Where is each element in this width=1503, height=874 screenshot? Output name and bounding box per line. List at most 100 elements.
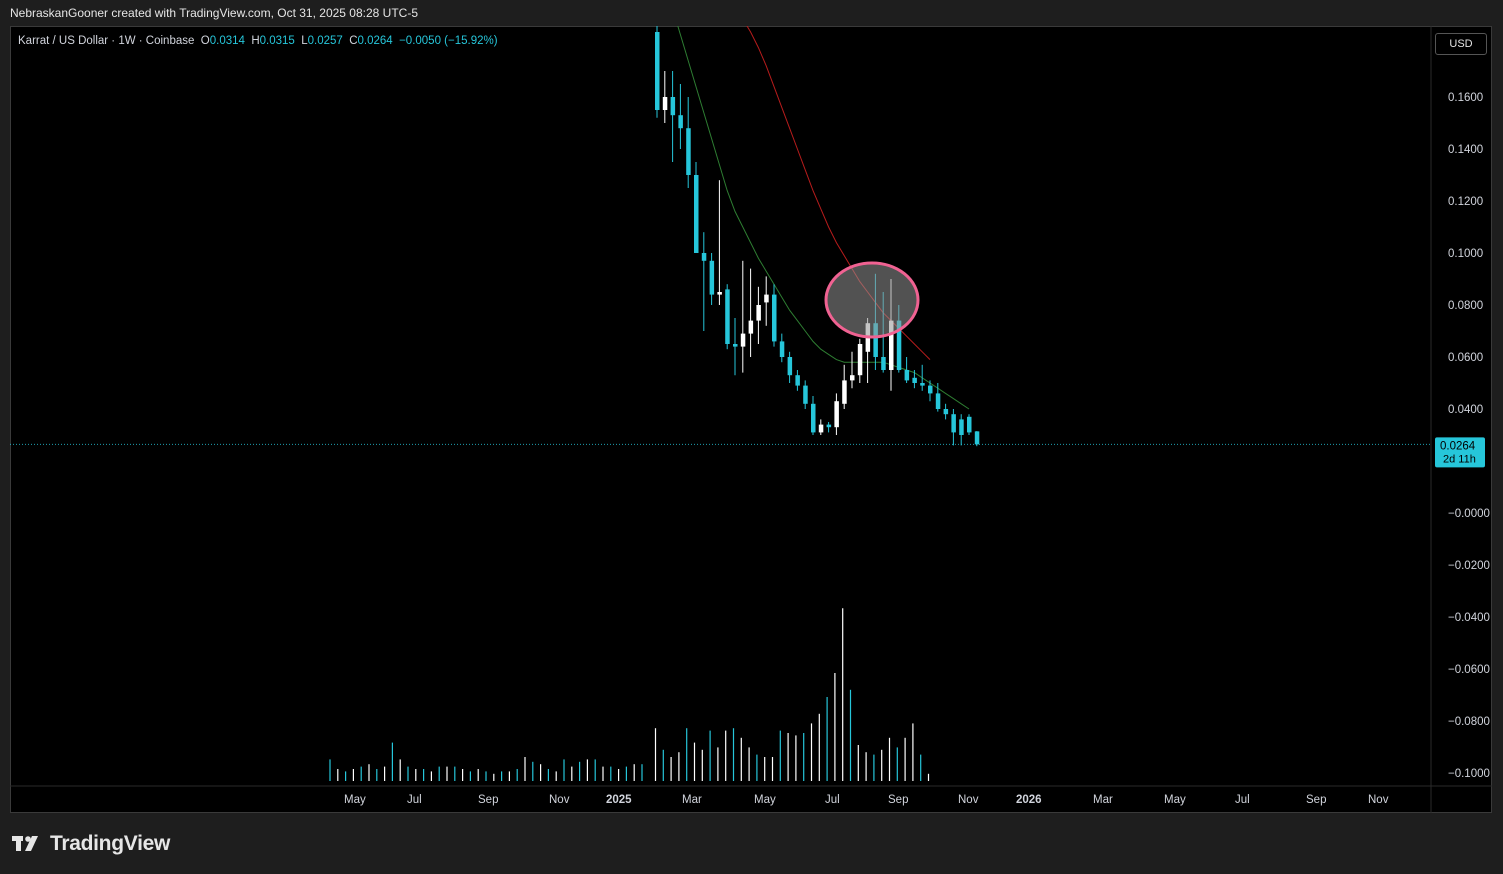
candle-body bbox=[670, 97, 676, 116]
candle[interactable] bbox=[803, 380, 808, 409]
change-value: −0.0050 (−15.92%) bbox=[399, 35, 498, 47]
candle[interactable] bbox=[787, 351, 793, 383]
time-tick-label: 2025 bbox=[606, 794, 632, 806]
candle-body bbox=[694, 175, 699, 253]
candle[interactable] bbox=[857, 338, 863, 383]
candle-body bbox=[725, 289, 730, 344]
time-tick-label: Nov bbox=[549, 794, 570, 806]
candle-body bbox=[857, 344, 863, 376]
candle[interactable] bbox=[756, 286, 761, 344]
candle[interactable] bbox=[686, 97, 691, 188]
candle[interactable] bbox=[709, 253, 715, 305]
candle-body bbox=[686, 128, 691, 175]
price-tick-label: 0.0400 bbox=[1448, 404, 1483, 416]
candle[interactable] bbox=[779, 333, 785, 363]
time-tick-label: May bbox=[344, 794, 366, 806]
candle[interactable] bbox=[850, 351, 855, 389]
candle[interactable] bbox=[912, 370, 917, 389]
candle[interactable] bbox=[834, 393, 839, 435]
candle-body bbox=[967, 416, 972, 433]
candle[interactable] bbox=[974, 431, 980, 447]
price-tick-label: 0.1200 bbox=[1448, 196, 1483, 208]
price-tick-label: 0.1400 bbox=[1448, 144, 1483, 156]
time-tick-label: May bbox=[754, 794, 776, 806]
candle-body bbox=[717, 292, 722, 295]
candle[interactable] bbox=[967, 414, 972, 435]
symbol-name: Karrat / US Dollar · 1W · Coinbase bbox=[18, 35, 195, 47]
currency-button[interactable]: USD bbox=[1435, 33, 1487, 55]
low-label: L bbox=[301, 35, 308, 47]
candle-body bbox=[943, 409, 949, 415]
candle[interactable] bbox=[655, 26, 660, 118]
price-tick-label: −0.0200 bbox=[1448, 560, 1490, 572]
candle-body bbox=[826, 424, 832, 428]
last-price-badge-bg bbox=[1435, 437, 1485, 468]
candle[interactable] bbox=[717, 180, 722, 305]
candle-body bbox=[951, 414, 956, 433]
volume-bars bbox=[329, 608, 930, 781]
candle-body bbox=[920, 383, 925, 386]
candle-body bbox=[889, 320, 894, 370]
candle[interactable] bbox=[904, 357, 910, 383]
candle[interactable] bbox=[764, 276, 769, 326]
candle-body bbox=[756, 305, 761, 321]
candle-body bbox=[904, 370, 910, 381]
candle[interactable] bbox=[943, 403, 949, 420]
candle[interactable] bbox=[748, 268, 754, 357]
candle-body bbox=[928, 385, 933, 394]
price-tick-label: 0.1000 bbox=[1448, 248, 1483, 260]
candle[interactable] bbox=[928, 380, 933, 402]
symbol-legend: Karrat / US Dollar · 1W · Coinbase O0.03… bbox=[18, 35, 498, 47]
candle-body bbox=[974, 431, 980, 445]
time-tick-label: Mar bbox=[1093, 794, 1113, 806]
price-tick-label: −0.0400 bbox=[1448, 612, 1490, 624]
time-tick-label: Sep bbox=[1306, 794, 1326, 806]
bar-countdown: 2d 11h bbox=[1443, 453, 1476, 465]
price-tick-label: −0.0000 bbox=[1448, 508, 1490, 520]
candle[interactable] bbox=[678, 84, 683, 149]
candle[interactable] bbox=[733, 318, 738, 376]
candle[interactable] bbox=[811, 396, 816, 435]
low-value: 0.0257 bbox=[307, 35, 343, 47]
candle[interactable] bbox=[740, 260, 746, 373]
time-tick-label: Sep bbox=[888, 794, 908, 806]
time-tick-label: Jul bbox=[1235, 794, 1250, 806]
candle[interactable] bbox=[795, 370, 800, 391]
candle[interactable] bbox=[842, 364, 847, 409]
candle[interactable] bbox=[818, 419, 824, 435]
candle[interactable] bbox=[701, 232, 707, 331]
candle[interactable] bbox=[959, 414, 964, 446]
candle-body bbox=[795, 375, 800, 386]
candle-body bbox=[850, 375, 855, 381]
candle-body bbox=[873, 323, 878, 357]
chart-panel[interactable] bbox=[10, 26, 1492, 813]
open-value: 0.0314 bbox=[209, 35, 245, 47]
candle[interactable] bbox=[725, 284, 730, 350]
time-tick-label: Jul bbox=[825, 794, 840, 806]
candle-body bbox=[803, 385, 808, 404]
time-tick-label: Jul bbox=[407, 794, 422, 806]
candle-body bbox=[779, 341, 785, 357]
candle[interactable] bbox=[772, 284, 777, 347]
candle-body bbox=[834, 401, 839, 428]
candle[interactable] bbox=[694, 162, 699, 253]
candle-body bbox=[701, 253, 707, 261]
candle-body bbox=[709, 260, 715, 295]
candle[interactable] bbox=[951, 409, 956, 446]
candle[interactable] bbox=[920, 364, 925, 391]
chart-credit: NebraskanGooner created with TradingView… bbox=[10, 6, 418, 20]
candle-body bbox=[740, 333, 746, 347]
candle[interactable] bbox=[826, 422, 832, 433]
brand-name: TradingView bbox=[50, 832, 171, 855]
candle[interactable] bbox=[662, 71, 668, 123]
candle[interactable] bbox=[670, 71, 676, 162]
price-tick-label: −0.0600 bbox=[1448, 664, 1490, 676]
candle-body bbox=[655, 32, 660, 110]
close-value: 0.0264 bbox=[357, 35, 393, 47]
footer-brand: TradingView bbox=[12, 832, 170, 856]
candle-body bbox=[787, 357, 793, 376]
candle[interactable] bbox=[935, 383, 941, 412]
candle-body bbox=[764, 294, 769, 303]
